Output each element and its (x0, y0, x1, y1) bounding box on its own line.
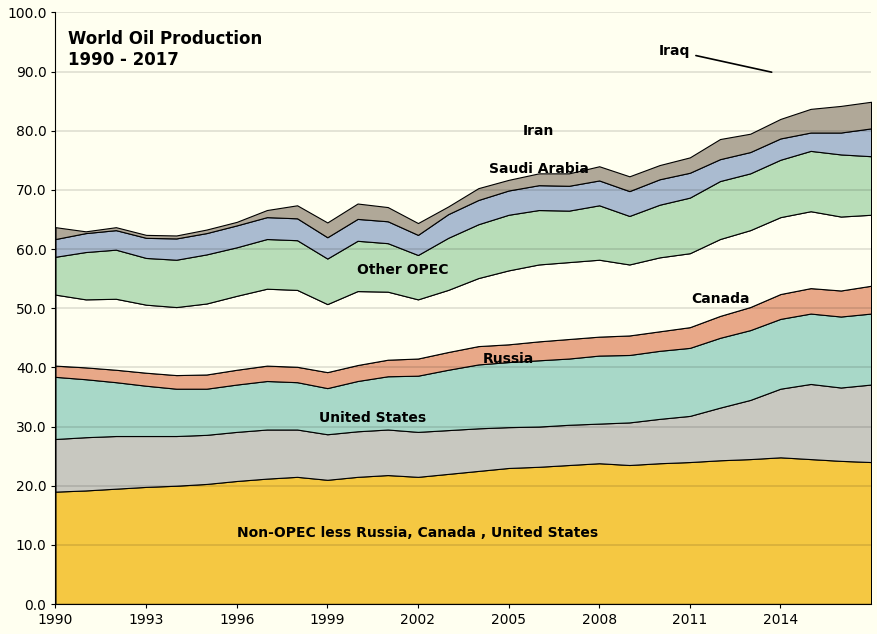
Text: World Oil Production
1990 - 2017: World Oil Production 1990 - 2017 (68, 30, 261, 69)
Text: Russia: Russia (482, 351, 533, 366)
Text: Canada: Canada (690, 292, 748, 306)
Text: Iraq: Iraq (659, 44, 771, 72)
Text: Other OPEC: Other OPEC (357, 262, 448, 277)
Text: United States: United States (318, 411, 425, 425)
Text: Saudi Arabia: Saudi Arabia (488, 162, 588, 176)
Text: Non-OPEC less Russia, Canada , United States: Non-OPEC less Russia, Canada , United St… (237, 526, 598, 540)
Text: Iran: Iran (523, 124, 554, 138)
